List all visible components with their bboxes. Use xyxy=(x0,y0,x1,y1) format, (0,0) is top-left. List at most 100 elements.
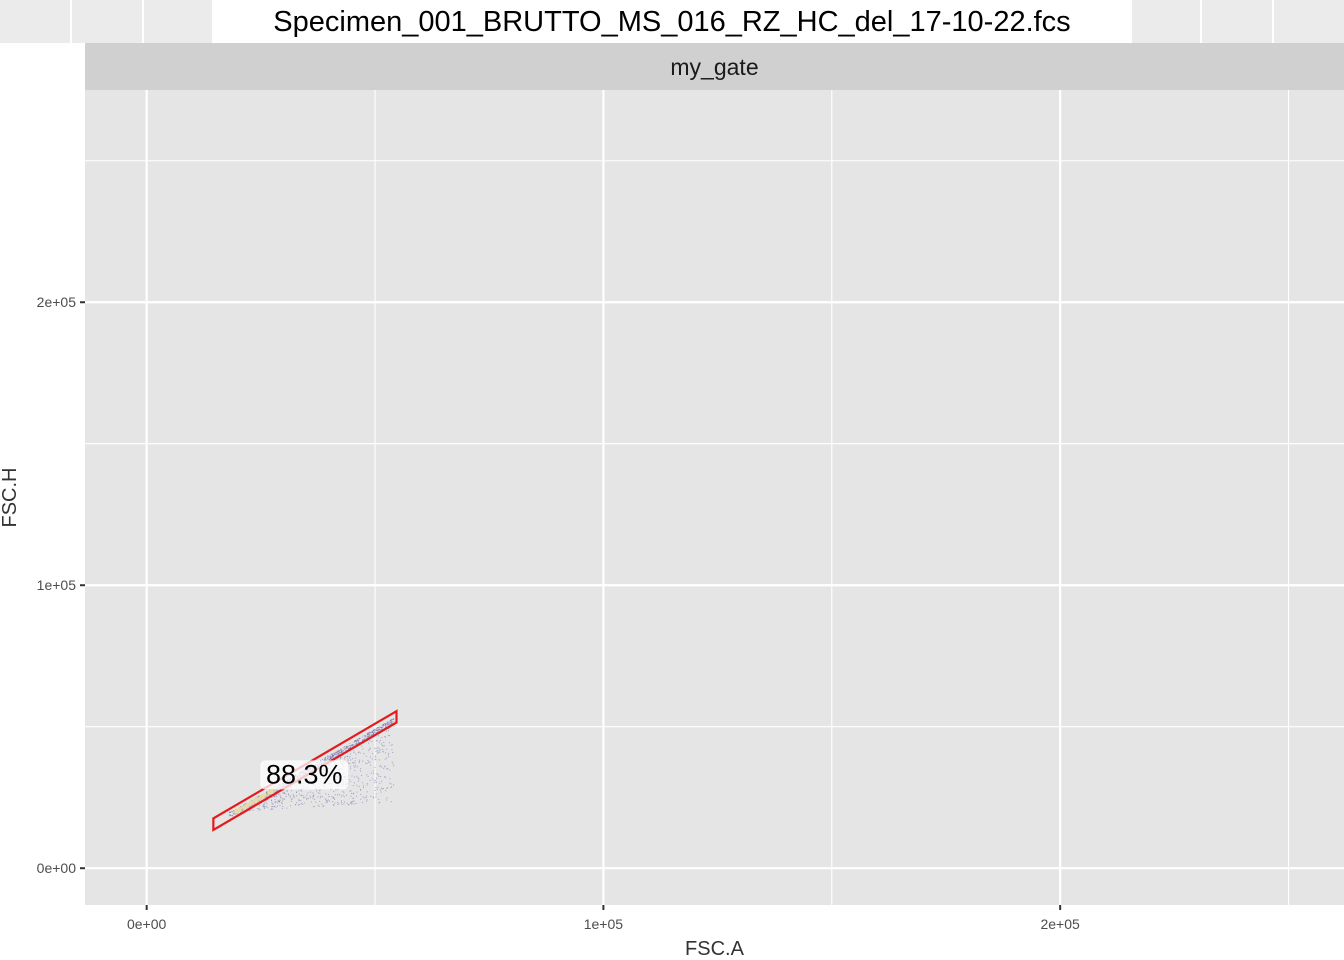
event-point xyxy=(393,784,395,786)
event-point xyxy=(244,807,247,810)
event-point xyxy=(368,761,370,763)
event-point xyxy=(289,796,291,798)
event-point xyxy=(271,803,273,805)
event-point xyxy=(385,724,387,726)
event-point xyxy=(317,796,319,798)
event-point xyxy=(291,790,293,792)
event-point xyxy=(264,806,266,808)
event-point xyxy=(320,795,322,797)
event-point xyxy=(352,745,354,747)
event-point xyxy=(256,796,258,798)
event-point xyxy=(358,778,360,780)
title-band-gridline xyxy=(1200,0,1202,43)
event-point xyxy=(355,802,357,804)
event-point xyxy=(368,736,370,738)
event-point xyxy=(356,739,358,741)
event-point xyxy=(384,736,386,738)
event-point xyxy=(282,807,284,809)
x-tick-label: 0e+00 xyxy=(127,916,167,932)
event-point xyxy=(382,725,384,727)
facet-strip-label: my_gate xyxy=(85,43,1344,90)
event-point xyxy=(378,730,380,732)
event-point xyxy=(255,801,258,804)
event-point xyxy=(231,811,233,813)
event-point xyxy=(343,791,345,793)
event-point xyxy=(357,777,359,779)
event-point xyxy=(339,752,341,754)
event-point xyxy=(387,725,389,727)
event-point xyxy=(357,752,359,754)
event-point xyxy=(243,806,246,809)
event-point xyxy=(325,759,327,761)
event-point xyxy=(279,800,281,802)
event-point xyxy=(280,796,282,798)
event-point xyxy=(324,798,326,800)
event-point xyxy=(286,789,288,791)
event-point xyxy=(378,798,380,800)
event-point xyxy=(348,779,350,781)
event-point xyxy=(356,743,358,745)
event-point xyxy=(376,730,378,732)
event-point xyxy=(378,729,380,731)
event-point xyxy=(367,775,369,777)
event-point xyxy=(354,766,356,768)
event-point xyxy=(384,776,386,778)
event-point xyxy=(338,751,340,753)
event-point xyxy=(391,761,393,763)
event-point xyxy=(334,751,336,753)
event-point xyxy=(358,742,360,744)
event-point xyxy=(296,791,298,793)
gate-polygon[interactable] xyxy=(212,709,398,832)
event-point xyxy=(382,750,384,752)
chart-title: Specimen_001_BRUTTO_MS_016_RZ_HC_del_17-… xyxy=(212,0,1132,43)
event-point xyxy=(337,754,339,756)
event-point xyxy=(336,752,338,754)
event-point xyxy=(384,723,386,725)
event-point xyxy=(354,740,356,742)
event-point xyxy=(353,803,355,805)
event-point xyxy=(379,751,381,753)
event-point xyxy=(362,796,364,798)
event-point xyxy=(300,800,302,802)
gate-label-text: 88.3% xyxy=(266,759,343,789)
event-point xyxy=(265,801,267,803)
event-point xyxy=(344,758,346,760)
event-point xyxy=(358,742,360,744)
event-point xyxy=(344,746,346,748)
event-point xyxy=(322,805,324,807)
event-point xyxy=(255,803,257,805)
event-point xyxy=(314,798,316,800)
event-point xyxy=(372,796,374,798)
event-point xyxy=(383,745,385,747)
event-point xyxy=(329,758,331,760)
event-point xyxy=(349,743,351,745)
event-point xyxy=(329,755,331,757)
event-point xyxy=(364,735,366,737)
event-point xyxy=(365,762,367,764)
event-point xyxy=(361,801,363,803)
event-point xyxy=(374,782,376,784)
event-point xyxy=(382,723,384,725)
event-point xyxy=(292,795,294,797)
event-point xyxy=(327,793,329,795)
event-point xyxy=(284,791,286,793)
event-point xyxy=(375,755,377,757)
event-point xyxy=(391,718,393,720)
event-point xyxy=(362,748,364,750)
event-point xyxy=(375,787,377,789)
event-point xyxy=(367,733,369,735)
event-point xyxy=(335,789,337,791)
event-point xyxy=(351,744,353,746)
event-point xyxy=(337,803,339,805)
event-point xyxy=(340,756,342,758)
event-point xyxy=(304,796,306,798)
event-point xyxy=(382,788,384,790)
event-point xyxy=(366,784,368,786)
event-point xyxy=(353,765,355,767)
event-point xyxy=(365,735,367,737)
event-point xyxy=(359,789,361,791)
event-point xyxy=(355,742,357,744)
event-point xyxy=(381,744,383,746)
event-point xyxy=(370,772,372,774)
event-point xyxy=(259,795,262,798)
